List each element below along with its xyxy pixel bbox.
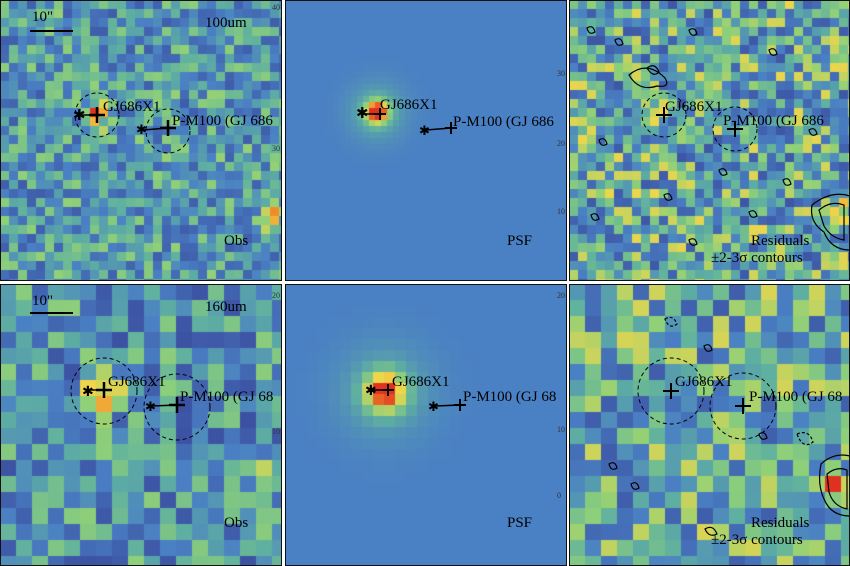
image-top-psf — [285, 0, 567, 281]
panel-label-psf: PSF — [507, 233, 533, 249]
contour-lines — [608, 316, 850, 536]
contours-label: ±2-3σ contours — [711, 250, 803, 266]
band-label: 160um — [205, 299, 247, 315]
band-label: 100um — [205, 15, 247, 31]
overlay-top-psf: ✱ ✱ — [356, 106, 457, 138]
aperture-circle-2 — [712, 106, 758, 152]
scale-label: 10" — [32, 293, 54, 309]
contours-label: ±2-3σ contours — [711, 532, 803, 548]
aperture-circle-2 — [143, 373, 211, 441]
overlay-top-residuals — [586, 26, 850, 251]
panel-top-psf: ✱ ✱ GJ686X1 P-M100 (GJ 686 PSF 30 20 10 — [285, 0, 567, 281]
overlay-bottom-psf: ✱ ✱ — [365, 384, 466, 414]
image-top-obs — [0, 0, 282, 281]
tick-label: 10 — [557, 207, 565, 216]
image-bottom-residuals — [569, 284, 850, 566]
source2-label: P-M100 (GJ 686 — [723, 113, 824, 129]
source2-label: P-M100 (GJ 686 — [453, 114, 554, 130]
source2-label: P-M100 (GJ 68 — [749, 389, 843, 405]
panel-bottom-obs: ✱ ✱ 10" 160um GJ686X1 P-M100 (GJ 68 Obs … — [0, 284, 282, 566]
aperture-circle-2 — [709, 372, 777, 440]
tick-label: 20 — [557, 291, 565, 300]
source1-label: GJ686X1 — [665, 99, 723, 115]
aperture-circle-1 — [70, 357, 138, 425]
source1-label: GJ686X1 — [392, 374, 450, 390]
overlay-bottom-obs: ✱ ✱ — [30, 312, 211, 441]
star-marker-1: ✱ — [356, 106, 369, 122]
tick-label: 20 — [557, 139, 565, 148]
overlay-top-obs: ✱ ✱ — [30, 30, 191, 154]
aperture-circle-2 — [145, 108, 191, 154]
image-bottom-obs — [0, 284, 282, 566]
panel-top-obs: ✱ ✱ 10" 100um GJ686X1 P-M100 (GJ 686 Obs… — [0, 0, 282, 281]
aperture-circle-1 — [74, 92, 120, 138]
star-marker-2: ✱ — [428, 399, 439, 414]
aperture-circle-1 — [637, 357, 705, 425]
source1-label: GJ686X1 — [675, 374, 733, 390]
overlay-bottom-residuals — [608, 316, 850, 536]
source2-label: P-M100 (GJ 686 — [172, 113, 273, 129]
source2-label: P-M100 (GJ 68 — [463, 389, 557, 405]
contour-lines — [586, 26, 850, 251]
star-marker-1: ✱ — [365, 384, 377, 399]
panel-label-psf: PSF — [507, 515, 533, 531]
tick-label: 30 — [557, 69, 565, 78]
star-marker-2: ✱ — [145, 399, 156, 414]
star-marker-1: ✱ — [82, 385, 94, 400]
panel-bottom-psf: ✱ ✱ GJ686X1 P-M100 (GJ 68 PSF 20 10 0 — [285, 284, 567, 566]
tick-label: 20 — [272, 291, 280, 300]
source2-label: P-M100 (GJ 68 — [180, 389, 274, 405]
star-marker-2: ✱ — [136, 122, 147, 137]
tick-label: 30 — [272, 144, 280, 153]
tick-label: 0 — [557, 491, 561, 500]
panel-label-residuals: Residuals — [751, 515, 810, 531]
source1-label: GJ686X1 — [380, 97, 438, 113]
tick-label: 40 — [272, 3, 280, 12]
source1-label: GJ686X1 — [103, 99, 161, 115]
source1-label: GJ686X1 — [108, 374, 166, 390]
image-top-residuals — [569, 0, 850, 281]
panel-label-residuals: Residuals — [751, 233, 810, 249]
star-marker-1: ✱ — [73, 108, 86, 124]
tick-label: 10 — [557, 425, 565, 434]
panel-bottom-residuals: GJ686X1 P-M100 (GJ 68 Residuals ±2-3σ co… — [569, 284, 850, 566]
panel-label-obs: Obs — [224, 515, 249, 531]
star-marker-2: ✱ — [419, 123, 430, 138]
scale-label: 10" — [32, 9, 54, 25]
aperture-circle-1 — [641, 92, 687, 138]
image-bottom-psf — [285, 284, 567, 566]
tick-label: 10 — [272, 427, 280, 436]
panel-top-residuals: GJ686X1 P-M100 (GJ 686 Residuals ±2-3σ c… — [569, 0, 850, 281]
panel-label-obs: Obs — [224, 233, 249, 249]
